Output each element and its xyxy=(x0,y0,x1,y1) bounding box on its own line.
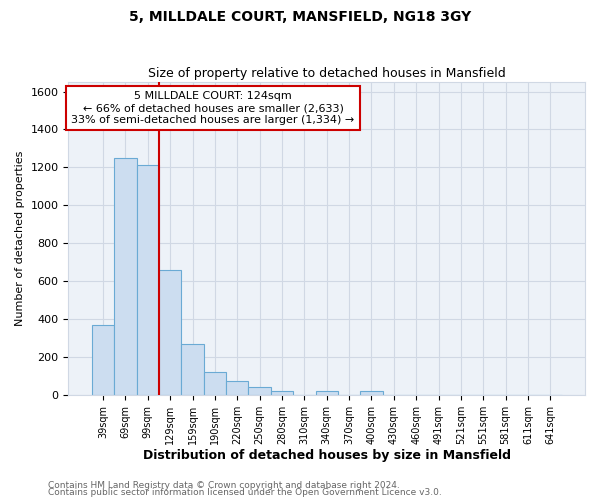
Bar xyxy=(159,270,181,395)
Bar xyxy=(248,388,271,395)
Title: Size of property relative to detached houses in Mansfield: Size of property relative to detached ho… xyxy=(148,66,506,80)
Bar xyxy=(114,158,137,395)
Bar xyxy=(360,392,383,395)
Text: Contains public sector information licensed under the Open Government Licence v3: Contains public sector information licen… xyxy=(48,488,442,497)
Bar xyxy=(137,166,159,395)
Bar xyxy=(204,372,226,395)
Bar xyxy=(92,324,114,395)
Bar xyxy=(226,380,248,395)
Text: 5, MILLDALE COURT, MANSFIELD, NG18 3GY: 5, MILLDALE COURT, MANSFIELD, NG18 3GY xyxy=(129,10,471,24)
Text: 5 MILLDALE COURT: 124sqm
← 66% of detached houses are smaller (2,633)
33% of sem: 5 MILLDALE COURT: 124sqm ← 66% of detach… xyxy=(71,92,355,124)
Bar xyxy=(181,344,204,395)
Bar xyxy=(271,391,293,395)
Y-axis label: Number of detached properties: Number of detached properties xyxy=(15,151,25,326)
Text: Contains HM Land Registry data © Crown copyright and database right 2024.: Contains HM Land Registry data © Crown c… xyxy=(48,480,400,490)
X-axis label: Distribution of detached houses by size in Mansfield: Distribution of detached houses by size … xyxy=(143,450,511,462)
Bar xyxy=(316,392,338,395)
